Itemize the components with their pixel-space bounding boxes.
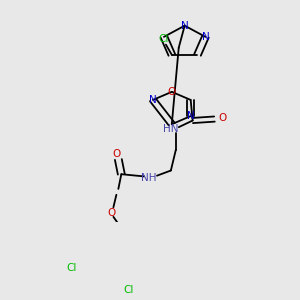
Text: Cl: Cl xyxy=(66,262,77,273)
Text: O: O xyxy=(168,87,176,97)
Text: N: N xyxy=(181,21,189,31)
Text: HN: HN xyxy=(163,124,178,134)
Text: Cl: Cl xyxy=(159,34,169,44)
Text: O: O xyxy=(107,208,116,218)
Text: O: O xyxy=(218,112,226,123)
Text: N: N xyxy=(187,111,194,121)
Text: N: N xyxy=(202,32,209,42)
Text: NH: NH xyxy=(141,173,157,183)
Text: N: N xyxy=(149,95,157,105)
Text: O: O xyxy=(112,148,121,159)
Text: Cl: Cl xyxy=(123,285,134,296)
